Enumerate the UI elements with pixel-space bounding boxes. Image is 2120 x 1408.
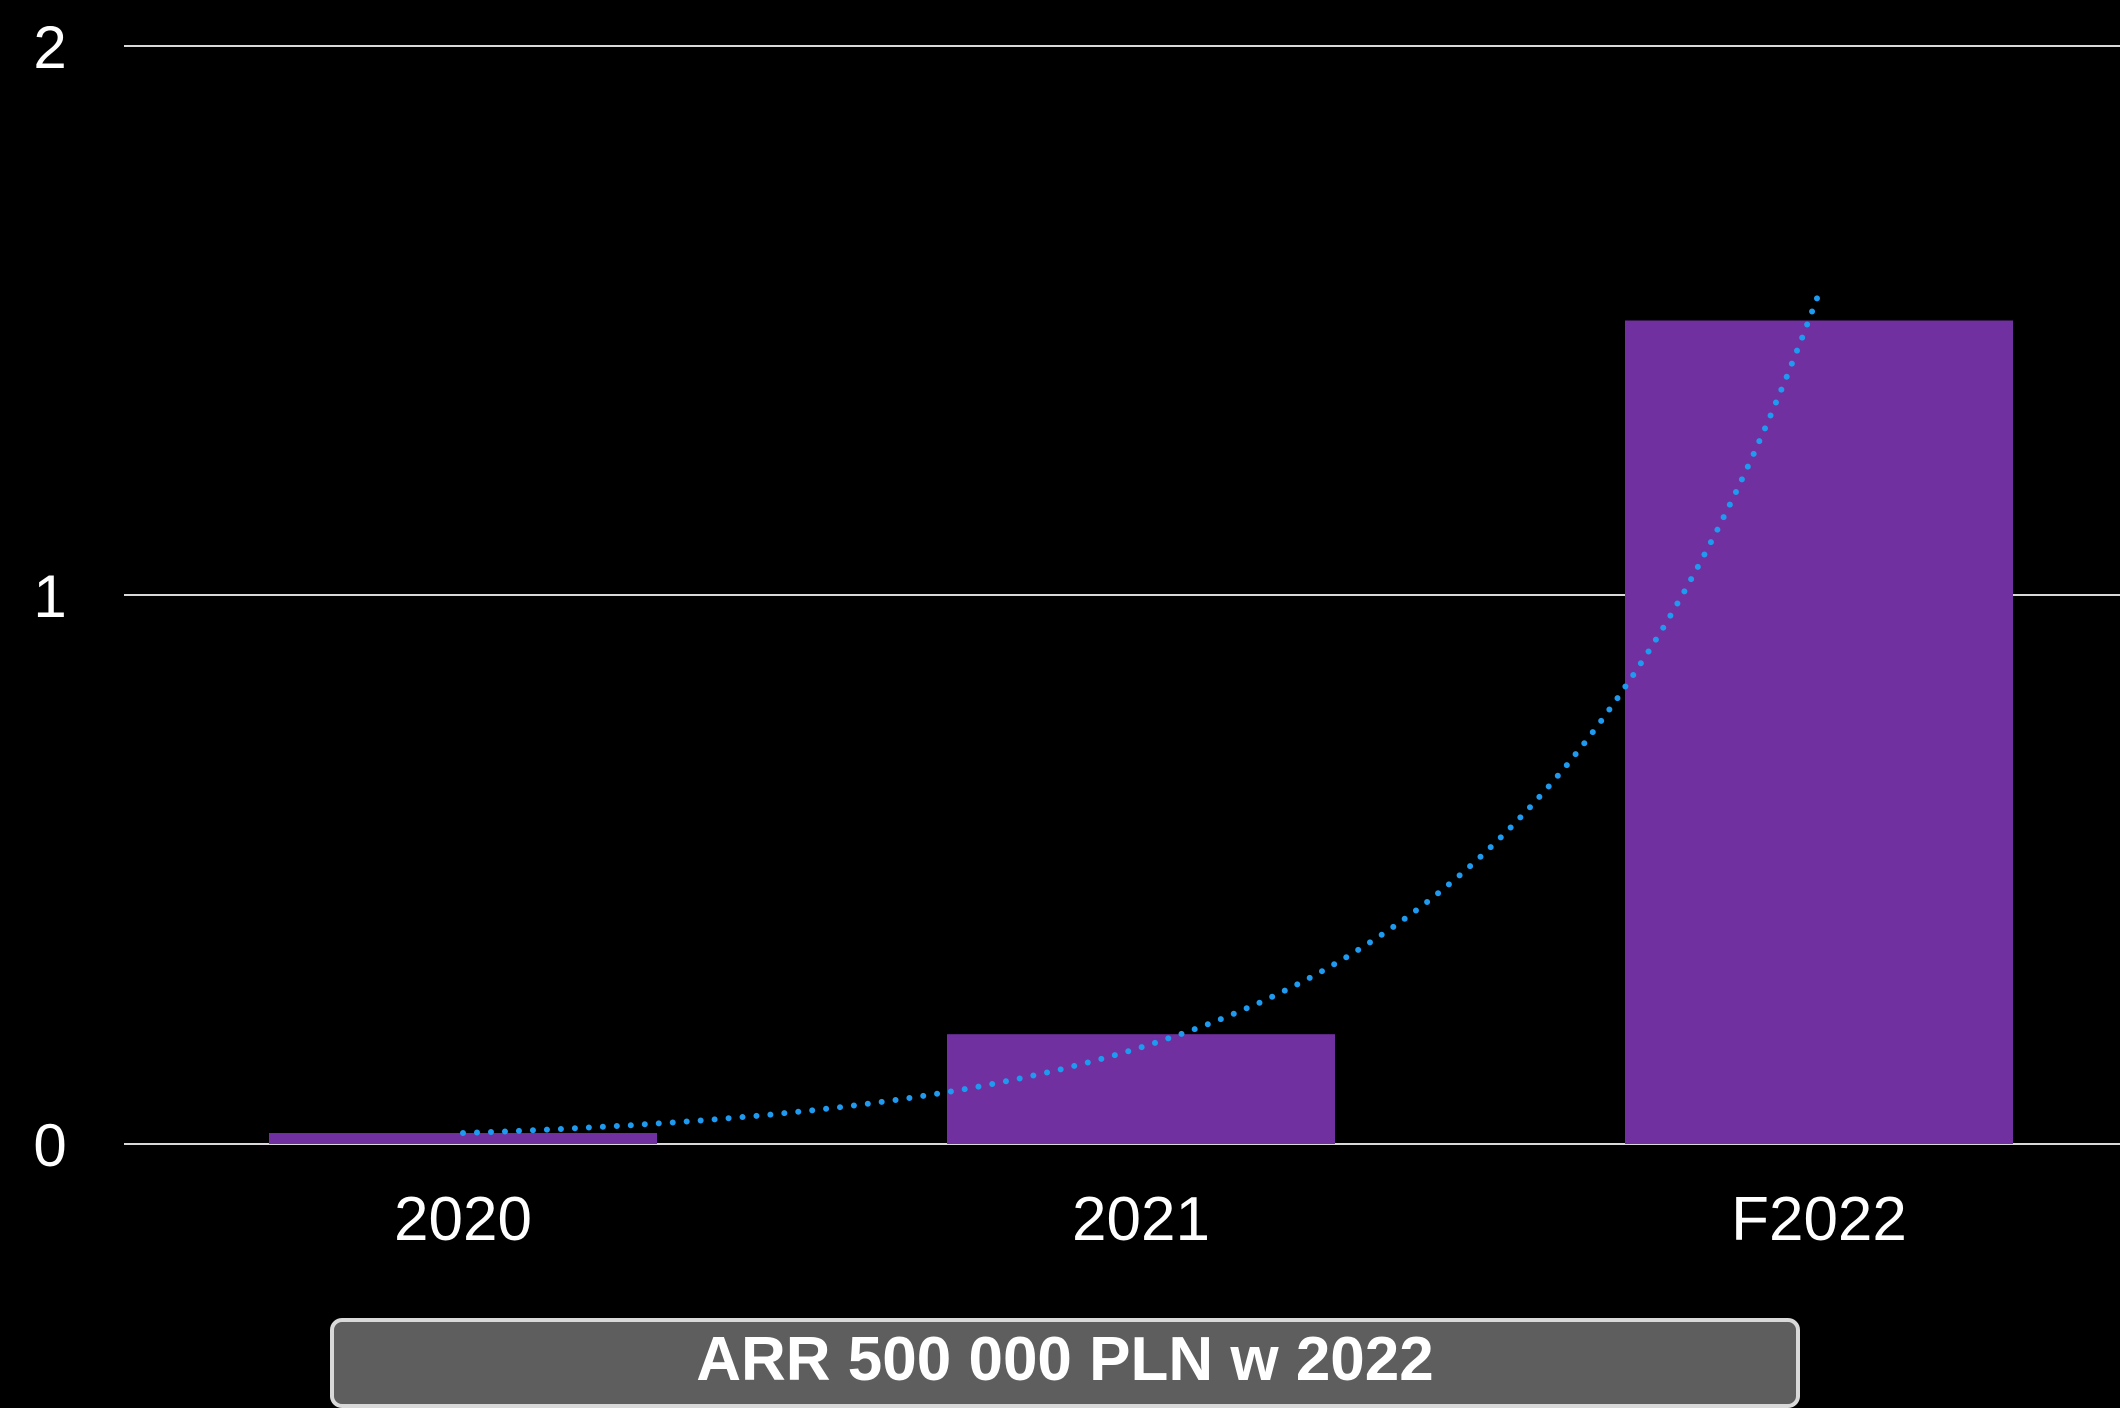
y-tick-label: 0	[33, 1112, 66, 1179]
arr-badge-text: ARR 500 000 PLN w 2022	[696, 1325, 1434, 1394]
y-tick-label: 1	[33, 563, 66, 630]
bar-2021	[947, 1034, 1335, 1144]
x-tick-label: 2020	[394, 1185, 532, 1254]
arr-badge: ARR 500 000 PLN w 2022	[330, 1318, 1800, 1408]
exponential-trendline	[460, 290, 1822, 1136]
bar-F2022	[1625, 320, 2013, 1144]
x-tick-label: 2021	[1072, 1185, 1210, 1254]
y-tick-label: 2	[33, 14, 66, 81]
bars	[269, 320, 2013, 1144]
bar-2020	[269, 1133, 657, 1144]
x-tick-label: F2022	[1731, 1185, 1907, 1254]
tick-labels: 0 1 2 2020 2021 F2022	[33, 14, 1907, 1254]
trendline	[460, 290, 1822, 1136]
